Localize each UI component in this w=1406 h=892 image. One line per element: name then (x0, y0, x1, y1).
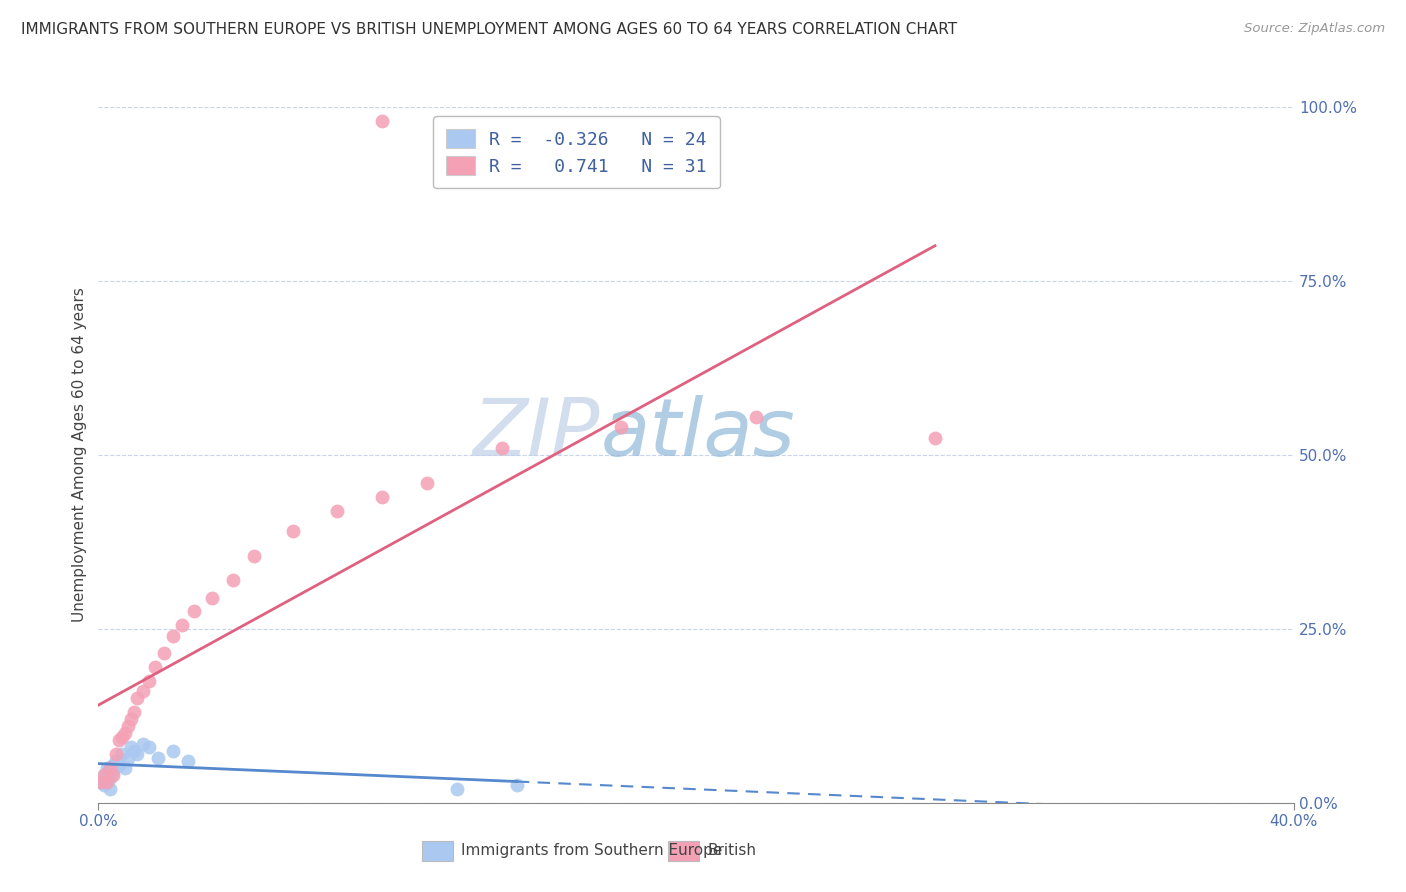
Point (416, 475, 439, 490)
Point (127, 691, 149, 706)
Point (114, 726, 136, 740)
Point (96, 775, 118, 789)
Point (103, 768, 125, 782)
Point (100, 772, 122, 786)
Point (132, 684, 155, 698)
Point (100, 781, 122, 796)
Point (610, 420, 633, 434)
Point (162, 629, 184, 643)
Point (111, 747, 134, 761)
Point (153, 646, 176, 660)
Point (222, 573, 245, 587)
Point (326, 503, 349, 517)
Point (120, 712, 142, 726)
Point (120, 740, 142, 755)
Point (745, 409, 768, 424)
Point (177, 754, 200, 768)
Point (172, 618, 194, 632)
Point (117, 750, 139, 764)
Point (93, 768, 115, 782)
Point (96, 775, 118, 789)
Point (103, 764, 125, 779)
Point (111, 730, 134, 744)
Y-axis label: Unemployment Among Ages 60 to 64 years: Unemployment Among Ages 60 to 64 years (72, 287, 87, 623)
Point (371, 490, 394, 504)
Point (506, 778, 529, 792)
Point (90, 775, 112, 789)
Point (127, 747, 149, 761)
Point (201, 591, 224, 605)
Legend: R =  -0.326   N = 24, R =   0.741   N = 31: R = -0.326 N = 24, R = 0.741 N = 31 (433, 116, 720, 188)
Point (105, 754, 128, 768)
Point (148, 750, 170, 764)
Point (103, 757, 125, 772)
Point (117, 719, 139, 733)
Point (93, 778, 115, 792)
Point (108, 757, 131, 772)
Point (114, 761, 136, 775)
Point (138, 740, 160, 755)
Point (924, 431, 946, 445)
Point (446, 781, 468, 796)
Point (281, 524, 304, 539)
Text: Source: ZipAtlas.com: Source: ZipAtlas.com (1244, 22, 1385, 36)
Point (93, 768, 115, 782)
Text: atlas: atlas (600, 395, 796, 473)
Text: Immigrants from Southern Europe: Immigrants from Southern Europe (461, 844, 723, 858)
Text: British: British (707, 844, 756, 858)
Point (138, 674, 160, 689)
Point (124, 744, 146, 758)
Point (371, 114, 394, 128)
Point (132, 737, 155, 751)
Text: ZIP: ZIP (472, 395, 600, 473)
Point (90, 775, 112, 789)
Text: IMMIGRANTS FROM SOUTHERN EUROPE VS BRITISH UNEMPLOYMENT AMONG AGES 60 TO 64 YEAR: IMMIGRANTS FROM SOUTHERN EUROPE VS BRITI… (21, 22, 957, 37)
Point (96, 761, 118, 775)
Point (100, 761, 122, 775)
Point (491, 441, 513, 455)
Point (183, 605, 205, 619)
Point (124, 706, 146, 720)
Point (162, 744, 184, 758)
Point (143, 660, 166, 674)
Point (105, 747, 128, 761)
Point (243, 549, 266, 563)
Point (108, 733, 131, 747)
